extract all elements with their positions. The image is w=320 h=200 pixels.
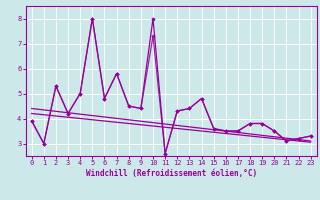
X-axis label: Windchill (Refroidissement éolien,°C): Windchill (Refroidissement éolien,°C) bbox=[86, 169, 257, 178]
